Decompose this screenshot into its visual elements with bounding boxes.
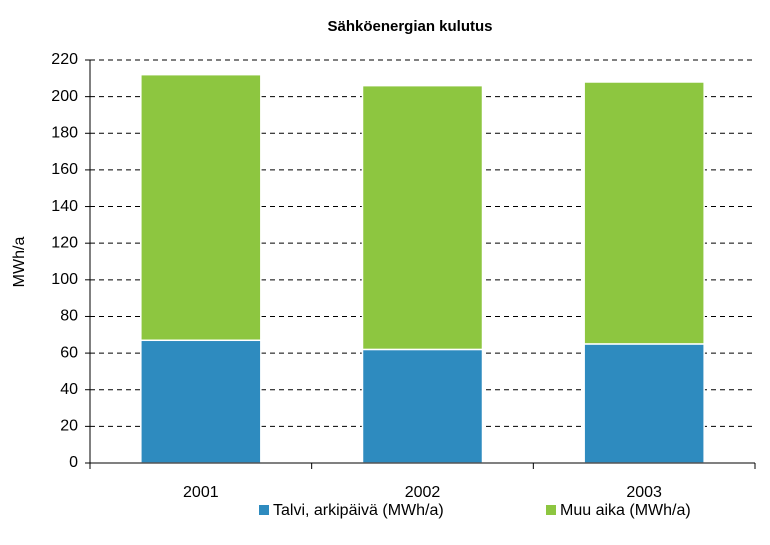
y-tick-label: 100 — [51, 271, 78, 288]
bar-segment — [361, 348, 484, 464]
y-tick-label: 160 — [51, 161, 78, 178]
y-tick-label: 0 — [69, 454, 78, 471]
y-tick-label: 80 — [60, 308, 78, 325]
y-tick-label: 60 — [60, 344, 78, 361]
bar-segment — [361, 84, 484, 351]
x-tick-label: 2002 — [405, 484, 441, 501]
y-axis-label: MWh/a — [11, 237, 28, 288]
chart-title: Sähköenergian kulutus — [327, 18, 492, 35]
legend-label: Talvi, arkipäivä (MWh/a) — [273, 502, 444, 519]
legend-swatch — [546, 505, 556, 515]
y-tick-label: 200 — [51, 88, 78, 105]
legend-swatch — [259, 505, 269, 515]
bar-segment — [140, 339, 262, 464]
y-tick-label: 120 — [51, 234, 78, 251]
y-tick-label: 20 — [60, 418, 78, 435]
y-tick-label: 140 — [51, 198, 78, 215]
x-tick-label: 2001 — [183, 484, 219, 501]
x-tick-label: 2003 — [626, 484, 662, 501]
bar-segment — [583, 343, 705, 464]
legend-label: Muu aika (MWh/a) — [560, 502, 691, 519]
bar-segment — [140, 73, 262, 342]
y-tick-label: 180 — [51, 124, 78, 141]
y-tick-label: 220 — [51, 51, 78, 68]
y-tick-label: 40 — [60, 381, 78, 398]
bar-segment — [583, 81, 705, 345]
